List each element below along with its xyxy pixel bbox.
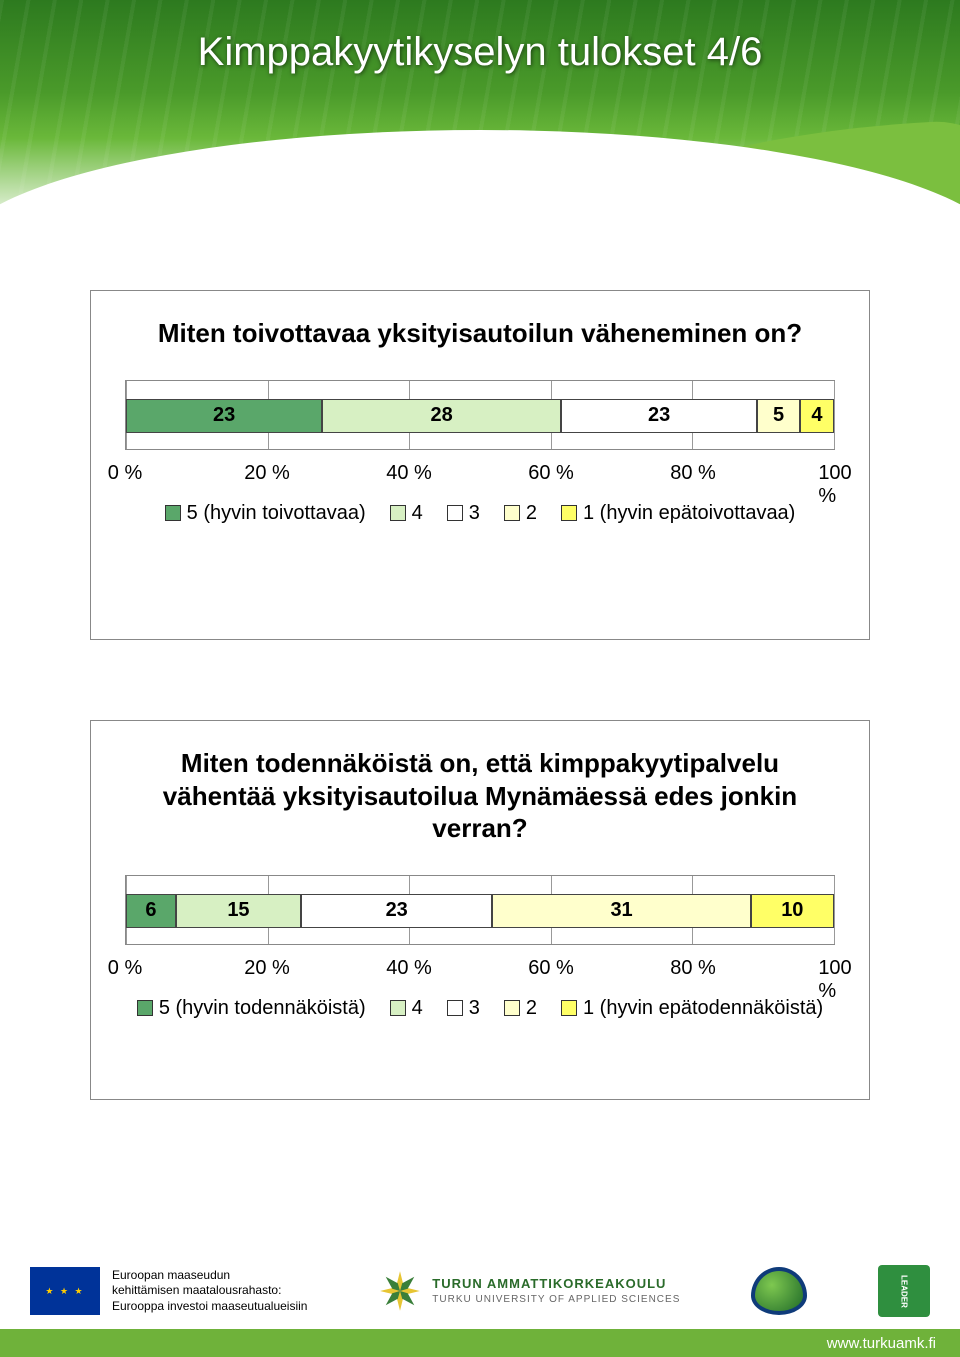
tamk-star-icon <box>378 1269 422 1313</box>
chart-1-title: Miten toivottavaa yksityisautoilun vähen… <box>155 317 805 350</box>
axis-tick-label: 80 % <box>670 957 716 980</box>
axis-tick-label: 40 % <box>386 462 432 485</box>
legend-label: 5 (hyvin todennäköistä) <box>159 997 366 1020</box>
legend-item: 5 (hyvin toivottavaa) <box>165 502 366 525</box>
eu-line1: Euroopan maaseudun <box>112 1268 307 1284</box>
axis-tick-label: 20 % <box>244 957 290 980</box>
axis-tick-label: 40 % <box>386 957 432 980</box>
bar-segment: 28 <box>322 399 561 433</box>
header-banner: Kimppakyytikyselyn tulokset 4/6 <box>0 0 960 230</box>
legend-label: 4 <box>412 997 423 1020</box>
chart-1-axis: 0 %20 %40 %60 %80 %100 % <box>125 462 835 488</box>
legend-swatch-icon <box>165 505 181 521</box>
legend-swatch-icon <box>561 1000 577 1016</box>
axis-tick-label: 20 % <box>244 462 290 485</box>
legend-label: 4 <box>412 502 423 525</box>
legend-label: 2 <box>526 502 537 525</box>
tamk-logo-block: TURUN AMMATTIKORKEAKOULU TURKU UNIVERSIT… <box>378 1269 680 1313</box>
axis-tick-label: 60 % <box>528 462 574 485</box>
bar-segment: 23 <box>561 399 757 433</box>
gridline <box>834 381 835 449</box>
legend-item: 4 <box>390 997 423 1020</box>
chart-2-axis: 0 %20 %40 %60 %80 %100 % <box>125 957 835 983</box>
legend-label: 2 <box>526 997 537 1020</box>
axis-tick-label: 100 % <box>818 462 851 508</box>
legend-label: 5 (hyvin toivottavaa) <box>187 502 366 525</box>
legend-label: 1 (hyvin epätoivottavaa) <box>583 502 795 525</box>
tamk-line2: TURKU UNIVERSITY OF APPLIED SCIENCES <box>432 1293 680 1306</box>
bar-segment: 5 <box>757 399 800 433</box>
eu-text: Euroopan maaseudun kehittämisen maatalou… <box>112 1268 307 1315</box>
axis-tick-label: 0 % <box>108 462 142 485</box>
chart-1-bar: 23282354 <box>126 399 834 433</box>
legend-swatch-icon <box>447 1000 463 1016</box>
bar-segment: 15 <box>176 894 301 928</box>
partner-blob-icon <box>751 1267 807 1315</box>
chart-2-plot: 615233110 <box>125 875 835 945</box>
legend-swatch-icon <box>390 505 406 521</box>
gridline <box>834 876 835 944</box>
tamk-line1: TURUN AMMATTIKORKEAKOULU <box>432 1276 680 1293</box>
footer-logos: Euroopan maaseudun kehittämisen maatalou… <box>30 1265 930 1317</box>
eu-logo-block: Euroopan maaseudun kehittämisen maatalou… <box>30 1267 307 1315</box>
legend-label: 3 <box>469 502 480 525</box>
legend-swatch-icon <box>447 505 463 521</box>
bar-segment: 4 <box>800 399 834 433</box>
legend-label: 3 <box>469 997 480 1020</box>
leader-logo-icon: LEADER <box>878 1265 930 1317</box>
legend-swatch-icon <box>390 1000 406 1016</box>
eu-line2: kehittämisen maatalousrahasto: <box>112 1283 307 1299</box>
bar-segment: 6 <box>126 894 176 928</box>
eu-flag-icon <box>30 1267 100 1315</box>
footer-url: www.turkuamk.fi <box>827 1335 936 1352</box>
footer-bar: www.turkuamk.fi <box>0 1329 960 1357</box>
axis-tick-label: 0 % <box>108 957 142 980</box>
legend-swatch-icon <box>561 505 577 521</box>
legend-item: 1 (hyvin epätodennäköistä) <box>561 997 823 1020</box>
leader-label: LEADER <box>900 1275 909 1308</box>
legend-item: 4 <box>390 502 423 525</box>
bar-segment: 23 <box>301 894 493 928</box>
legend-item: 3 <box>447 502 480 525</box>
footer: Euroopan maaseudun kehittämisen maatalou… <box>0 1207 960 1357</box>
legend-item: 5 (hyvin todennäköistä) <box>137 997 366 1020</box>
chart-2: Miten todennäköistä on, että kimppakyyti… <box>90 720 870 1100</box>
eu-line3: Eurooppa investoi maaseutualueisiin <box>112 1299 307 1315</box>
page-title: Kimppakyytikyselyn tulokset 4/6 <box>0 30 960 75</box>
bar-segment: 31 <box>492 894 750 928</box>
chart-1: Miten toivottavaa yksityisautoilun vähen… <box>90 290 870 640</box>
legend-item: 3 <box>447 997 480 1020</box>
legend-swatch-icon <box>504 1000 520 1016</box>
legend-item: 1 (hyvin epätoivottavaa) <box>561 502 795 525</box>
legend-swatch-icon <box>504 505 520 521</box>
chart-2-legend: 5 (hyvin todennäköistä) 4 3 2 1 (hyvin epäto… <box>125 997 835 1020</box>
bar-segment: 23 <box>126 399 322 433</box>
chart-1-plot: 23282354 <box>125 380 835 450</box>
axis-tick-label: 60 % <box>528 957 574 980</box>
legend-swatch-icon <box>137 1000 153 1016</box>
bar-segment: 10 <box>751 894 834 928</box>
legend-item: 2 <box>504 502 537 525</box>
legend-item: 2 <box>504 997 537 1020</box>
chart-2-title: Miten todennäköistä on, että kimppakyyti… <box>155 747 805 845</box>
chart-2-bar: 615233110 <box>126 894 834 928</box>
legend-label: 1 (hyvin epätodennäköistä) <box>583 997 823 1020</box>
chart-1-legend: 5 (hyvin toivottavaa) 4 3 2 1 (hyvin epätoiv… <box>125 502 835 525</box>
tamk-text: TURUN AMMATTIKORKEAKOULU TURKU UNIVERSIT… <box>432 1276 680 1306</box>
axis-tick-label: 80 % <box>670 462 716 485</box>
axis-tick-label: 100 % <box>818 957 851 1003</box>
